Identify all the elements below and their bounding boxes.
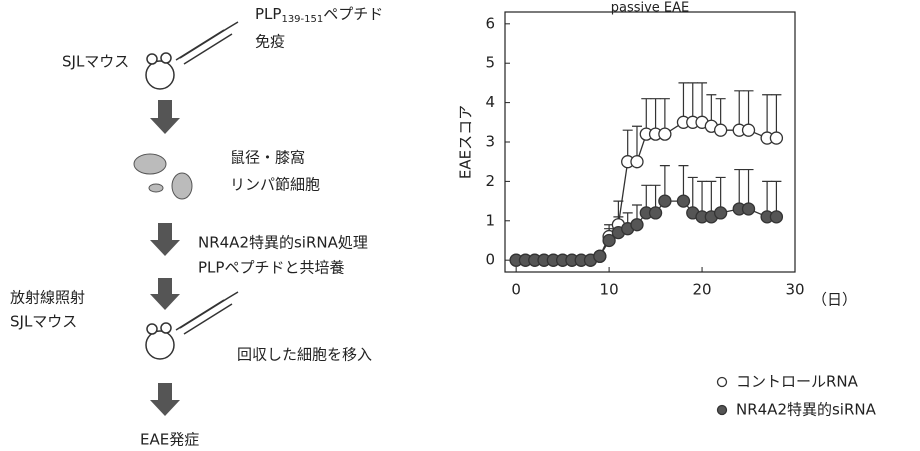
mouse-icon — [146, 22, 238, 89]
data-point — [770, 211, 782, 223]
mouse-label: 放射線照射 — [10, 289, 85, 307]
y-tick-label: 6 — [485, 14, 495, 32]
y-tick-label: 5 — [485, 54, 495, 72]
data-point — [743, 124, 755, 136]
legend-label: コントロールRNA — [736, 373, 859, 391]
lymph-label: リンパ節細胞 — [230, 176, 320, 194]
legend-label: NR4A2特異的siRNA — [736, 401, 877, 419]
data-point — [631, 219, 643, 231]
legend-marker — [718, 378, 727, 387]
peptide-subscript: 139-151 — [281, 14, 323, 25]
legend-marker — [718, 406, 727, 415]
data-point — [743, 203, 755, 215]
lymph-label: 鼠径・膝窩 — [230, 149, 305, 167]
x-tick-label: 0 — [511, 281, 521, 299]
x-unit-label: （日） — [812, 291, 857, 309]
data-point — [650, 207, 662, 219]
peptide: PLP — [255, 5, 281, 23]
arrow — [150, 223, 180, 256]
immunization-label: 免疫 — [255, 33, 285, 51]
data-point — [715, 207, 727, 219]
treatment-label: NR4A2特異的siRNA処理 — [198, 234, 368, 252]
y-tick-label: 4 — [485, 93, 495, 111]
mouse-label: SJLマウス — [62, 53, 129, 71]
y-tick-label: 1 — [485, 211, 495, 229]
arrow — [150, 278, 180, 310]
data-point — [659, 195, 671, 207]
outcome-label: EAE発症 — [140, 431, 199, 449]
lymph-icon — [134, 154, 192, 199]
data-point — [659, 128, 671, 140]
data-point — [770, 132, 782, 144]
data-point — [594, 250, 606, 262]
y-tick-label: 0 — [485, 251, 495, 269]
x-tick-label: 10 — [600, 281, 619, 299]
chart-title: passive EAE — [611, 1, 690, 16]
figure: SJLマウス PLP139-151ペプチド 免疫 鼠径・膝窩 リンパ節細胞 NR… — [0, 0, 920, 451]
x-tick-label: 30 — [785, 281, 804, 299]
data-point — [677, 195, 689, 207]
peptide-suffix: ペプチド — [323, 5, 383, 23]
mouse-label: SJLマウス — [10, 313, 77, 331]
immunization-label: PLP139-151ペプチド — [255, 5, 383, 26]
plot-frame — [505, 12, 795, 272]
arrow — [150, 383, 180, 416]
data-point — [715, 124, 727, 136]
y-tick-label: 3 — [485, 133, 495, 151]
y-tick-label: 2 — [485, 172, 495, 190]
y-axis-label: EAEスコア — [457, 105, 475, 179]
treatment-label: PLPペプチドと共培養 — [198, 259, 344, 277]
transfer-label: 回収した細胞を移入 — [237, 346, 372, 364]
x-tick-label: 20 — [693, 281, 712, 299]
data-point — [631, 156, 643, 168]
arrow — [150, 100, 180, 134]
